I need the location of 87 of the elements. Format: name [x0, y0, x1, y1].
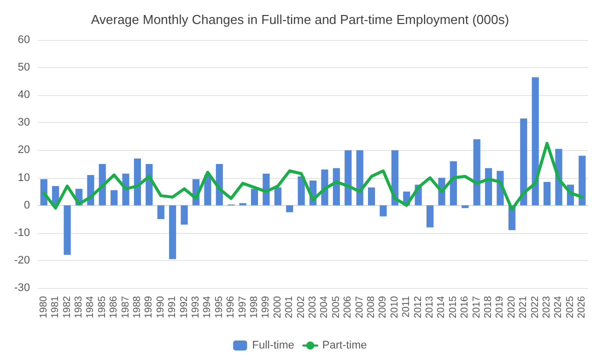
x-tick-label: 2015 [448, 296, 459, 318]
bar [473, 139, 480, 206]
x-tick-label: 1981 [50, 296, 62, 318]
line-series [42, 142, 584, 211]
x-tick-label: 2006 [342, 296, 354, 318]
bar [157, 205, 164, 220]
y-tick-label: 0 [24, 199, 30, 212]
bar [169, 205, 176, 260]
bar [462, 205, 469, 208]
x-tick-label: 2022 [530, 296, 541, 318]
x-tick-label: 2011 [401, 296, 412, 318]
bar [110, 190, 118, 206]
x-tick-label: 1995 [214, 296, 225, 318]
x-tick-label: 2026 [576, 296, 588, 318]
x-tick-label: 2014 [436, 296, 448, 318]
x-tick-label: 2005 [330, 296, 342, 318]
bar [368, 187, 376, 206]
y-tick-label: 40 [18, 89, 30, 102]
bar [380, 205, 387, 216]
x-tick-label: 2010 [389, 296, 400, 318]
x-tick-label: 1990 [155, 296, 166, 318]
x-tick-label: 1996 [226, 296, 237, 318]
x-tick-label: 1997 [237, 296, 248, 318]
x-tick-label: 1999 [260, 296, 272, 318]
x-tick-label: 1984 [85, 296, 96, 318]
x-tick-label: 2008 [366, 296, 378, 318]
bar [332, 168, 340, 206]
x-tick-label: 2003 [308, 296, 318, 318]
y-tick-label: 50 [18, 62, 30, 74]
bar [274, 187, 282, 206]
bar [578, 156, 586, 206]
y-tick-label: -10 [14, 226, 30, 239]
x-tick-label: 2002 [296, 296, 307, 318]
chart-title: Average Monthly Changes in Full-time and Part-time Employment (000s) [90, 12, 510, 27]
bar [250, 188, 258, 206]
bar [391, 150, 398, 206]
x-tick-label: 2025 [564, 296, 576, 318]
bar [180, 205, 188, 225]
bar [544, 182, 551, 206]
x-tick-label: 1993 [190, 296, 202, 318]
y-tick-label: 10 [18, 172, 30, 184]
x-tick-label: 2019 [494, 296, 506, 318]
x-tick-label: 2017 [471, 296, 482, 318]
x-tick-label: 1992 [178, 296, 190, 318]
bar [344, 150, 352, 206]
x-tick-label: 2007 [354, 296, 366, 318]
bar [262, 174, 270, 206]
y-tick-label: -30 [14, 282, 30, 294]
bar [356, 150, 364, 206]
x-tick-label: 1982 [62, 296, 73, 318]
x-tick-label: 1994 [202, 296, 214, 318]
y-tick-label: -20 [14, 254, 30, 266]
bar [520, 118, 528, 206]
y-tick-label: 60 [18, 34, 30, 46]
x-tick-label: 2000 [272, 296, 284, 318]
x-tick-label: 2024 [553, 296, 564, 318]
bar [134, 158, 141, 206]
x-tick-label: 2012 [412, 296, 424, 318]
bar [286, 205, 294, 212]
bar [426, 205, 434, 228]
bar [298, 176, 305, 206]
x-tick-label: 1983 [73, 296, 84, 318]
x-tick-label: 1991 [167, 296, 178, 318]
x-tick-label: 2016 [460, 296, 471, 318]
x-tick-label: 2001 [284, 296, 296, 318]
x-tick-label: 1989 [144, 296, 155, 318]
x-tick-label: 1987 [120, 296, 132, 318]
x-tick-label: 2013 [424, 296, 436, 318]
bar [450, 161, 457, 206]
x-tick-label: 1986 [108, 296, 120, 318]
x-tick-label: 1988 [132, 296, 143, 318]
x-tick-label: 2021 [518, 296, 530, 318]
x-tick-label: 2004 [319, 296, 330, 318]
y-tick-label: 20 [18, 144, 30, 156]
bar [532, 77, 539, 206]
legend-label: Full-time [252, 340, 294, 352]
x-tick-label: 2023 [542, 296, 553, 318]
x-tick-label: 2009 [378, 296, 389, 318]
x-tick-label: 1985 [96, 296, 108, 318]
x-tick-label: 1998 [248, 296, 260, 318]
legend-label: Part-time [322, 340, 367, 352]
bar [485, 168, 492, 206]
bar [64, 205, 71, 255]
x-tick-label: 1980 [38, 296, 50, 318]
x-tick-label: 2018 [483, 296, 494, 318]
x-tick-label: 2020 [506, 296, 518, 318]
y-tick-label: 30 [18, 116, 30, 129]
